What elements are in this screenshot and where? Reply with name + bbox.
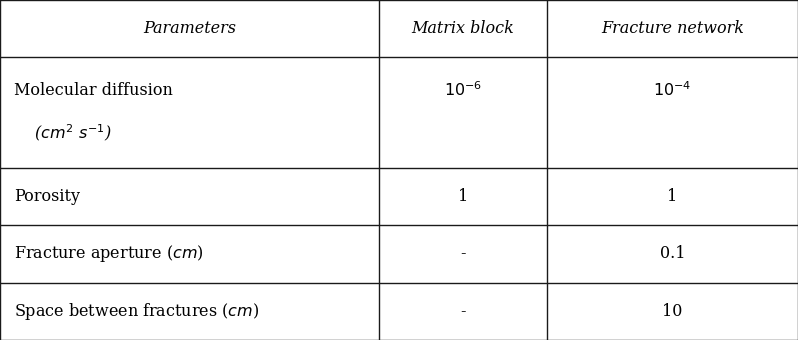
Text: -: - [460, 303, 465, 320]
Text: Matrix block: Matrix block [412, 20, 514, 37]
Text: Space between fractures ($cm$): Space between fractures ($cm$) [14, 301, 259, 322]
Text: Fracture aperture ($cm$): Fracture aperture ($cm$) [14, 243, 204, 265]
Text: 1: 1 [458, 188, 468, 205]
Text: $10^{-6}$: $10^{-6}$ [444, 81, 482, 100]
Text: ($cm^{2}$ $s^{-1}$): ($cm^{2}$ $s^{-1}$) [34, 122, 112, 143]
Text: Molecular diffusion: Molecular diffusion [14, 82, 173, 99]
Text: -: - [460, 245, 465, 262]
Text: $10^{-4}$: $10^{-4}$ [653, 81, 692, 100]
Text: 1: 1 [667, 188, 678, 205]
Text: Fracture network: Fracture network [601, 20, 744, 37]
Text: Parameters: Parameters [143, 20, 236, 37]
Text: 10: 10 [662, 303, 682, 320]
Text: Porosity: Porosity [14, 188, 81, 205]
Text: 0.1: 0.1 [660, 245, 685, 262]
